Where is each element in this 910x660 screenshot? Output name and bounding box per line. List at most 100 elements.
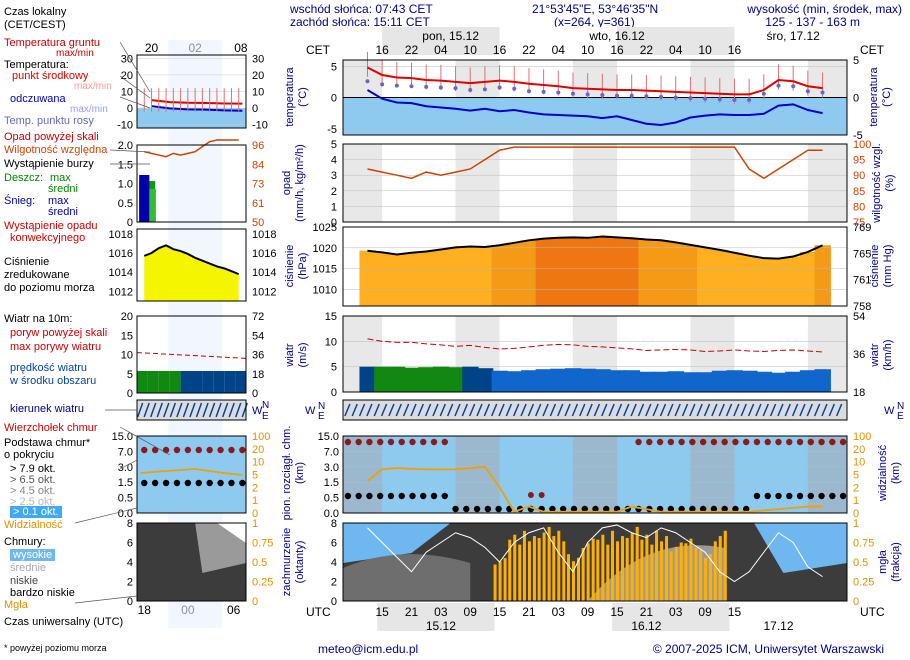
cloud-base-dot — [807, 492, 814, 500]
pressure-axis-title: ciśnienie — [284, 245, 296, 288]
cloud-base-dot — [387, 492, 395, 500]
email-link[interactable]: meteo@icm.edu.pl — [318, 642, 419, 656]
pressure-fill-column — [682, 244, 699, 306]
fog-bar — [542, 532, 546, 601]
fog-bar — [606, 544, 610, 601]
wind-dir-arrow — [432, 403, 439, 417]
wind-speed-bar — [667, 371, 685, 392]
left-top-tick: 20 — [145, 41, 159, 55]
cover-tick-left: 4 — [331, 557, 337, 569]
wind-dir-arrow — [740, 403, 747, 417]
dew-point-dot — [512, 86, 517, 91]
legend-temp: Temperatura: — [4, 59, 69, 71]
wind-speed-bar — [520, 370, 538, 392]
cloud-base-dot — [743, 505, 750, 513]
bottom-tick-label: 15 — [493, 605, 507, 619]
wind-dir-arrow — [388, 403, 395, 417]
cloud-top-dot — [775, 438, 782, 446]
cloud-top-dot — [441, 438, 448, 446]
wind-dir-arrow — [454, 403, 461, 417]
small-cloud-tick-left: 15.0 — [112, 431, 133, 443]
wind-tick-left: 5 — [331, 362, 337, 374]
cloud-top-dot — [839, 438, 847, 446]
top-ruler-day-band — [382, 27, 500, 55]
cloud-base-dot — [398, 492, 405, 500]
left-bottom-tick: 00 — [181, 603, 195, 617]
legend-rain-max: max — [50, 172, 71, 184]
cloud-base-dot — [603, 505, 610, 513]
day1-label: pon, 15.12 — [422, 29, 479, 43]
wind-dir-arrow — [344, 403, 351, 417]
pressure-fill-column — [418, 251, 435, 306]
wind-dir-arrow — [659, 403, 667, 417]
cloud-top-dot — [366, 438, 373, 446]
small-temp-tick-right: 10 — [252, 87, 264, 99]
wind-speed-bar — [432, 366, 450, 392]
wind-tick-right: 54 — [853, 311, 865, 323]
mid-cloud-area — [343, 554, 471, 601]
fog-bar — [689, 538, 693, 601]
dew-point-dot — [615, 93, 620, 98]
legend-pressure1: Ciśnienie — [4, 256, 50, 268]
wind-dir-arrow — [527, 403, 535, 417]
pressure-tick-left: 1020 — [313, 243, 337, 255]
local-time-label: Czas lokalny (CET/CEST) — [4, 6, 67, 31]
wind-dir-arrow — [718, 403, 725, 417]
fog-bar — [611, 530, 615, 601]
small-visibility-tick-right: 0 — [252, 508, 258, 520]
wind-dir-arrow — [557, 403, 564, 417]
fog-axis-title: mgła — [877, 549, 889, 574]
wind-dir-arrow — [410, 403, 417, 417]
cloud-base-dot — [559, 505, 567, 513]
pressure-tick-right: 765 — [853, 248, 871, 260]
wind-speed-bar — [535, 369, 553, 392]
legend-precip-above: Opad powyżej skali — [4, 131, 99, 143]
precip-tick-left: 5 — [331, 139, 337, 151]
precip-tick-left: 3 — [331, 170, 337, 182]
small-cloud-top-dot — [217, 446, 224, 454]
small-temp-tick-right: 30 — [252, 53, 264, 65]
dew-point-dot — [482, 87, 487, 92]
wind-speed-bar — [799, 370, 817, 392]
small-cover-bg — [137, 523, 246, 601]
small-humidity-tick-right: 73 — [252, 179, 264, 191]
temp-axis-title: (°C) — [297, 87, 309, 107]
small-cover-tick-left: 0 — [127, 596, 133, 608]
wind-dir-arrow — [439, 403, 447, 417]
fog-bar — [709, 554, 713, 601]
pressure-fill-column — [726, 252, 743, 306]
legend-temp-mid: punkt środkowy — [12, 70, 89, 82]
cloud-tick-left: 1.5 — [324, 477, 339, 489]
small-dir-letter-w: W — [252, 405, 263, 417]
cloud-tick-left: 0.0 — [324, 508, 339, 520]
wind-axis-title-right: wiatr — [869, 343, 881, 368]
wind-dir-arrow — [667, 403, 674, 417]
small-temp-tick-right: 0 — [252, 103, 258, 115]
small-precip-tick-left: 0 — [127, 217, 133, 229]
fog-bar — [566, 554, 570, 601]
small-visibility-tick-right: 5 — [252, 470, 258, 482]
fog-bar — [669, 551, 673, 601]
dir-letter-w-right: W — [884, 405, 895, 417]
small-pressure-tick-left: 1016 — [109, 248, 133, 260]
visibility-line — [366, 465, 823, 513]
wind-speed-bar — [374, 366, 391, 392]
wind-dir-arrow — [821, 403, 828, 417]
cloud-base-dot — [753, 492, 761, 500]
cloud-base-dot — [796, 492, 804, 500]
dew-point-dot — [629, 93, 634, 98]
dew-point-dot — [438, 85, 443, 90]
copyright: © 2007-2025 ICM, Uniwersytet Warszawski — [652, 642, 884, 656]
fog-bar — [723, 530, 727, 601]
gust-line — [367, 338, 823, 353]
pressure-fill-column — [770, 258, 787, 306]
cloud-top-dot — [656, 438, 664, 446]
high-cloud-area — [754, 523, 847, 573]
wind-dir-arrow — [630, 403, 637, 417]
dew-point-dot — [644, 94, 649, 99]
elevation-label: wysokość (min, środek, max) — [747, 2, 902, 16]
visibility-tick-right: 0 — [853, 508, 859, 520]
fog-bar — [562, 541, 566, 601]
precip-tick-left: 0 — [331, 217, 337, 229]
dir-letter-n-right: N — [897, 401, 904, 412]
